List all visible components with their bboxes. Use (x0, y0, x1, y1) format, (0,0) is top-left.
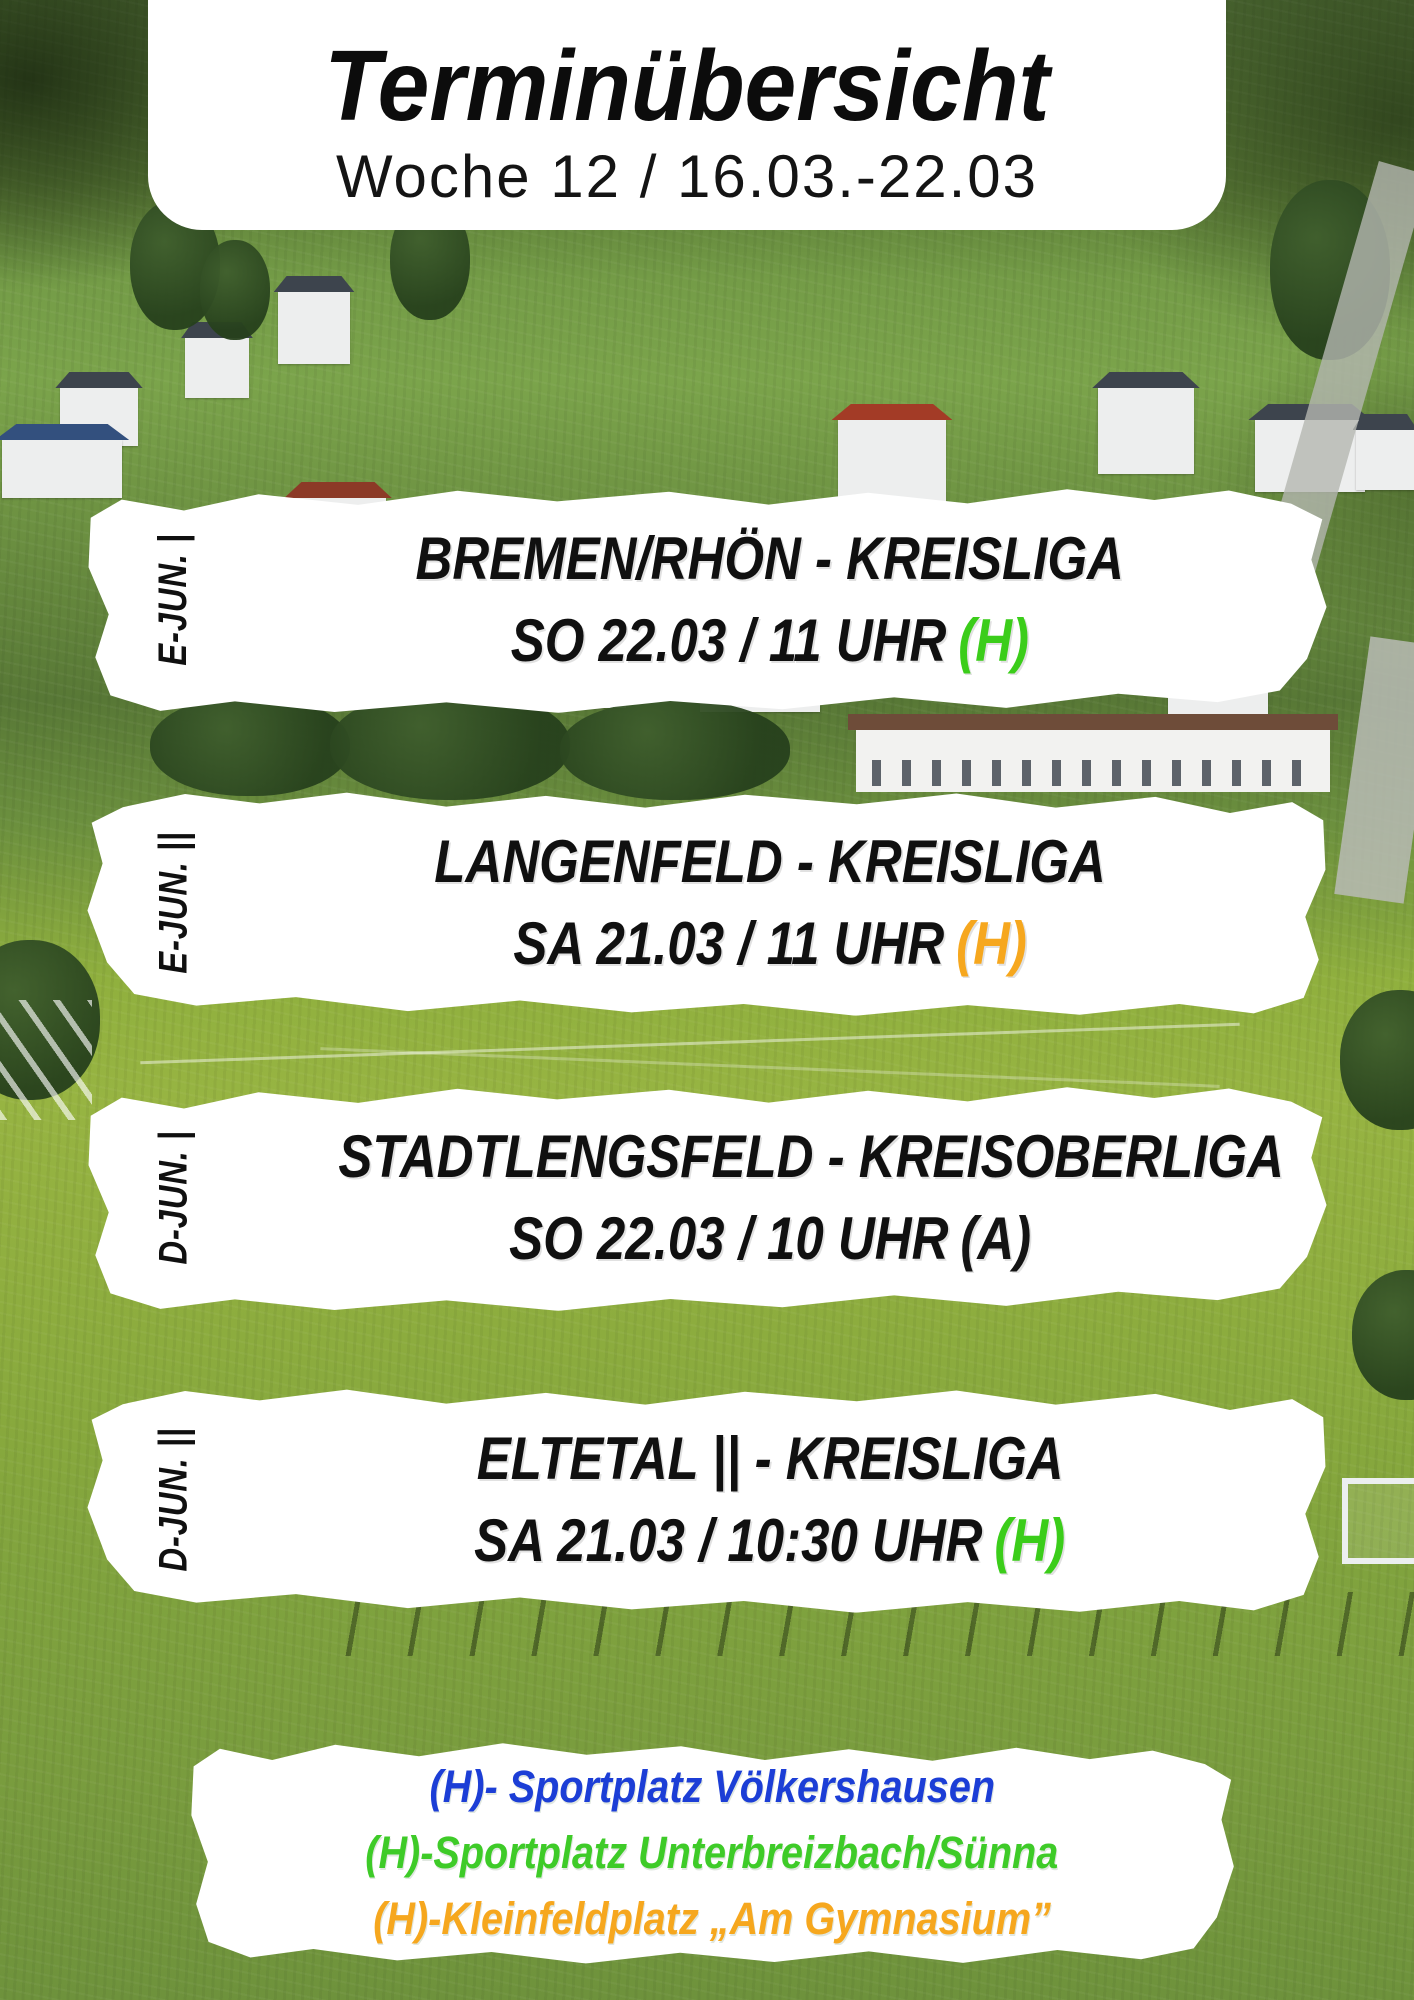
house-shape (185, 338, 249, 398)
soccer-goal-shape (1342, 1478, 1414, 1564)
tree-shape (560, 700, 790, 800)
match-card-d-jun-2: D-JUN. || ELTETAL || - KREISLIGA SA 21.0… (85, 1387, 1329, 1612)
venue-marker: (H) (955, 909, 1027, 977)
venue-marker: (H) (994, 1506, 1066, 1574)
header-card: Terminübersicht Woche 12 / 16.03.-22.03 (148, 0, 1226, 230)
legend-line-unterbreizbach: (H)-Sportplatz Unterbreizbach/Sünna (365, 1826, 1059, 1878)
match-card-d-jun-1: D-JUN. | STADTLENGSFELD - KREISOBERLIGA … (85, 1085, 1329, 1310)
pitch-fence-shape (0, 1000, 92, 1120)
tree-shape (200, 240, 270, 340)
venue-legend: (H)- Sportplatz Völkershausen (H)-Sportp… (188, 1742, 1236, 1964)
house-shape (1356, 430, 1414, 490)
opponent-line: ELTETAL || - KREISLIGA (476, 1424, 1064, 1492)
opponent-line: STADTLENGSFELD - KREISOBERLIGA (338, 1122, 1284, 1190)
team-label: D-JUN. || (151, 1427, 196, 1572)
team-label: E-JUN. | (151, 533, 196, 666)
team-label: D-JUN. | (151, 1130, 196, 1265)
venue-marker: (H) (958, 606, 1030, 674)
opponent-line: LANGENFELD - KREISLIGA (434, 827, 1106, 895)
venue-legend-card: (H)- Sportplatz Völkershausen (H)-Sportp… (188, 1742, 1236, 1964)
match-card-e-jun-1: E-JUN. | BREMEN/RHÖN - KREISLIGA SO 22.0… (85, 487, 1329, 712)
legend-line-gymnasium: (H)-Kleinfeldplatz „Am Gymnasium” (373, 1893, 1051, 1945)
legend-line-voelkershausen: (H)- Sportplatz Völkershausen (429, 1760, 995, 1812)
time-line: SO 22.03 / 10 UHR (A) (508, 1204, 1032, 1272)
time-line: SA 21.03 / 10:30 UHR (H) (474, 1506, 1066, 1574)
clubhouse-building-shape (848, 714, 1338, 792)
match-card-e-jun-2: E-JUN. || LANGENFELD - KREISLIGA SA 21.0… (85, 790, 1329, 1015)
house-shape (1098, 388, 1194, 474)
venue-marker: (A) (960, 1204, 1032, 1272)
opponent-line: BREMEN/RHÖN - KREISLIGA (415, 524, 1125, 592)
time-line: SO 22.03 / 11 UHR (H) (510, 606, 1030, 674)
team-label: E-JUN. || (151, 831, 196, 974)
match-info: LANGENFELD - KREISLIGA SA 21.03 / 11 UHR… (255, 790, 1285, 1015)
match-info: ELTETAL || - KREISLIGA SA 21.03 / 10:30 … (255, 1387, 1285, 1612)
poster-subtitle: Woche 12 / 16.03.-22.03 (335, 143, 1038, 210)
house-shape (278, 292, 350, 364)
match-info: BREMEN/RHÖN - KREISLIGA SO 22.03 / 11 UH… (255, 487, 1285, 712)
tree-shape (150, 696, 350, 796)
house-shape (2, 440, 122, 498)
poster-title: Terminübersicht (324, 30, 1050, 142)
match-info: STADTLENGSFELD - KREISOBERLIGA SO 22.03 … (255, 1085, 1285, 1310)
time-line: SA 21.03 / 11 UHR (H) (513, 909, 1027, 977)
